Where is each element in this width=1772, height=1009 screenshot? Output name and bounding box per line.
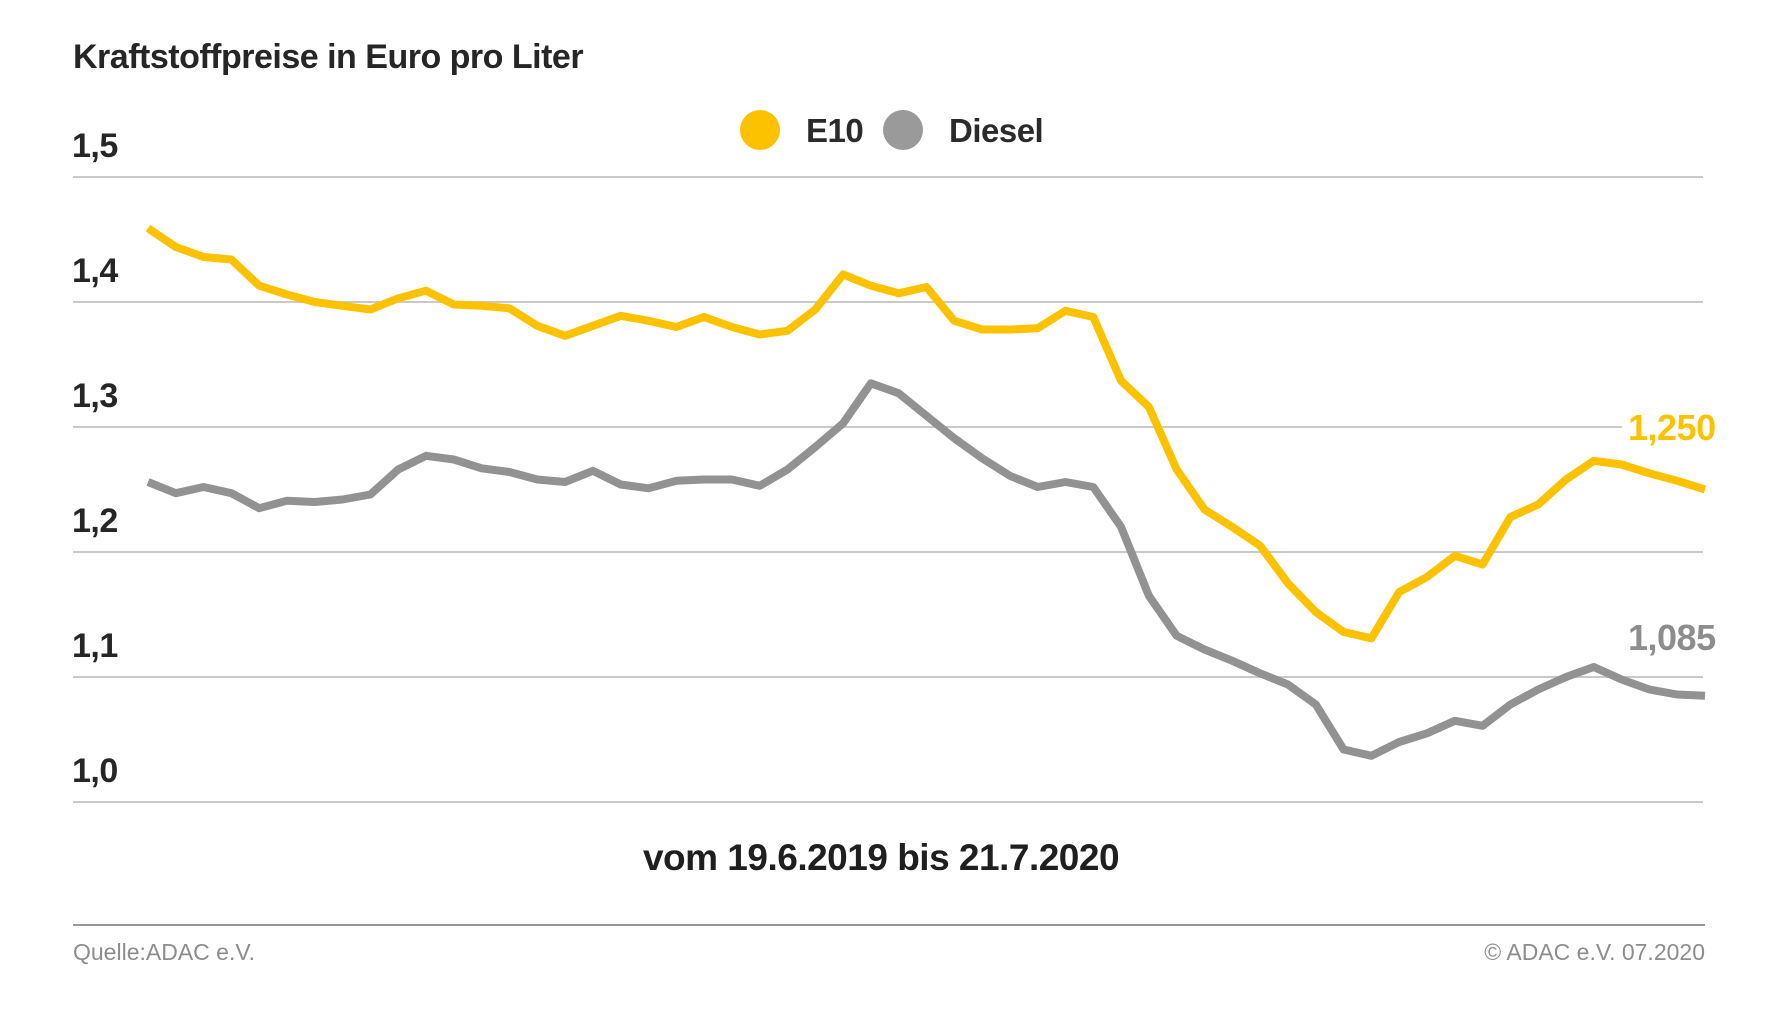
legend: E10 Diesel xyxy=(740,110,1044,150)
diesel-end-value-label: 1,085 xyxy=(1628,617,1716,658)
footer-copyright: © ADAC e.V. 07.2020 xyxy=(1484,939,1705,965)
legend-e10-label: E10 xyxy=(806,112,863,149)
y-tick-label: 1,0 xyxy=(72,752,118,790)
y-tick-label: 1,3 xyxy=(72,377,118,415)
legend-e10-dot xyxy=(740,110,780,150)
x-axis-caption: vom 19.6.2019 bis 21.7.2020 xyxy=(643,837,1119,878)
y-tick-label: 1,4 xyxy=(72,252,118,290)
diesel-line xyxy=(146,379,1706,760)
e10-line xyxy=(145,224,1707,643)
page-title: Kraftstoffpreise in Euro pro Liter xyxy=(73,38,583,76)
y-tick-label: 1,5 xyxy=(72,127,118,165)
legend-diesel-dot xyxy=(883,110,923,150)
footer-source: Quelle:ADAC e.V. xyxy=(73,939,255,965)
y-tick-label: 1,2 xyxy=(72,502,118,540)
e10-end-value-label: 1,250 xyxy=(1628,407,1716,448)
y-axis-tick-labels: 1,5 1,4 1,3 1,2 1,1 1,0 xyxy=(72,127,119,790)
y-tick-label: 1,1 xyxy=(72,627,118,665)
data-lines xyxy=(145,224,1707,760)
gridlines xyxy=(73,176,1703,803)
legend-diesel-label: Diesel xyxy=(949,112,1043,149)
